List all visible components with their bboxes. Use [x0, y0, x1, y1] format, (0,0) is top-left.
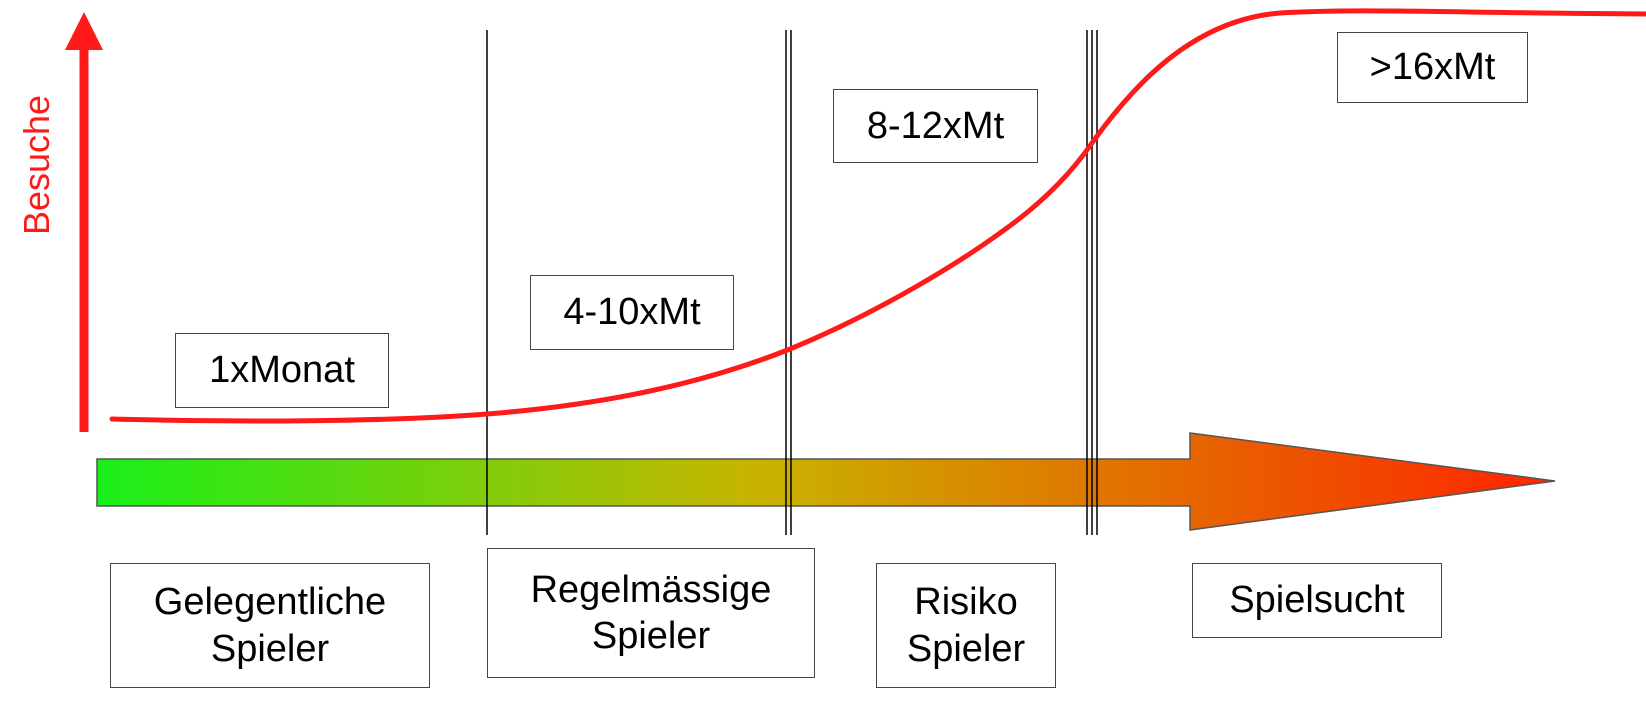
stage-label-1-line1: Gelegentliche: [153, 581, 387, 624]
freq-box-4: >16xMt: [1337, 32, 1528, 103]
visits-curve: [109, 8, 1646, 424]
stage-label-4: Spielsucht: [1229, 579, 1405, 622]
freq-label-3: 8-12xMt: [866, 104, 1005, 147]
freq-box-2: 4-10xMt: [530, 275, 734, 350]
divider-lines: [486, 30, 1098, 535]
stage-box-regelmaessig: Regelmässige Spieler: [487, 548, 815, 678]
stage-label-3-line2: Spieler: [906, 627, 1026, 670]
visits-axis-arrow: [65, 12, 103, 432]
freq-label-4: >16xMt: [1369, 46, 1496, 89]
freq-label-1: 1xMonat: [209, 349, 355, 392]
stage-label-3-line1: Risiko: [914, 581, 1018, 624]
stage-label-2-line1: Regelmässige: [530, 568, 772, 611]
freq-box-1: 1xMonat: [175, 333, 389, 408]
stage-box-spielsucht: Spielsucht: [1192, 563, 1442, 638]
stage-box-gelegentlich: Gelegentliche Spieler: [110, 563, 430, 688]
stage-box-risiko: Risiko Spieler: [876, 563, 1056, 688]
freq-label-2: 4-10xMt: [563, 291, 701, 334]
stage-label-1-line2: Spieler: [210, 627, 330, 670]
freq-box-3: 8-12xMt: [833, 89, 1038, 163]
visits-axis-label-text: Besuche: [16, 94, 58, 236]
progression-arrow: [96, 432, 1556, 531]
stage-label-2-line2: Spieler: [591, 615, 711, 657]
visits-axis-label: Besuche: [14, 70, 60, 260]
